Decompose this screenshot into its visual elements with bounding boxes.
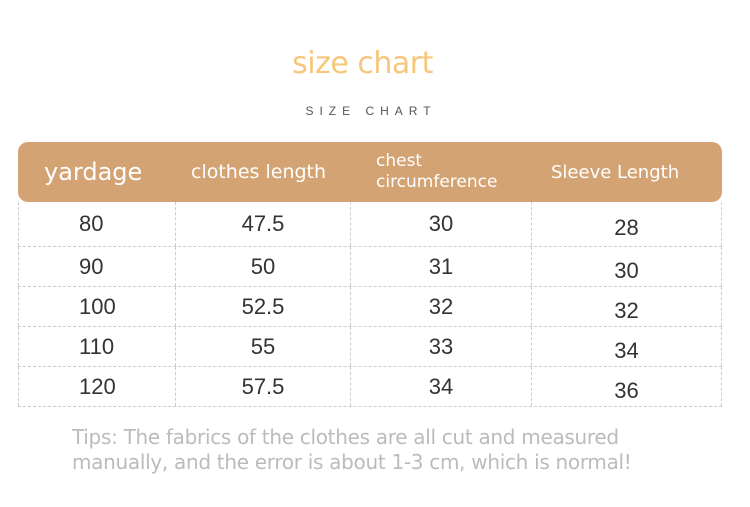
table-cell: 31 [350, 247, 531, 286]
table-cell: 90 [18, 247, 175, 286]
table-cell: 50 [175, 247, 350, 286]
table-cell: 110 [18, 327, 175, 366]
table-cell: 34 [350, 367, 531, 406]
tips-line: Tips: The fabrics of the clothes are all… [72, 425, 619, 449]
table-cell: 33 [350, 327, 531, 366]
table-row: 80 47.5 30 28 [18, 202, 722, 247]
page-subtitle: SIZE CHART [305, 104, 437, 118]
table-cell: 32 [350, 287, 531, 326]
table-header: yardage clothes length chest circumferen… [18, 142, 722, 202]
table-cell: 28 [531, 202, 722, 246]
column-header: Sleeve Length [551, 161, 680, 183]
table-cell: 30 [531, 247, 722, 286]
table-cell: 100 [18, 287, 175, 326]
table-row: 100 52.5 32 32 [18, 287, 722, 327]
tips-note: Tips: The fabrics of the clothes are all… [72, 425, 632, 475]
table-cell: 57.5 [175, 367, 350, 406]
table-cell: 36 [531, 367, 722, 406]
table-cell: 55 [175, 327, 350, 366]
column-header: clothes length [191, 161, 327, 183]
column-header: yardage [44, 158, 143, 186]
table-cell: 34 [531, 327, 722, 366]
table-cell: 32 [531, 287, 722, 326]
tips-line: manually, and the error is about 1-3 cm,… [72, 450, 632, 474]
table-cell: 52.5 [175, 287, 350, 326]
column-header: chest circumference [376, 151, 498, 192]
page-title: size chart [292, 46, 433, 81]
table-cell: 80 [18, 202, 175, 246]
table-cell: 120 [18, 367, 175, 406]
table-cell: 30 [350, 202, 531, 246]
table-row: 90 50 31 30 [18, 247, 722, 287]
table-cell: 47.5 [175, 202, 350, 246]
table-row: 110 55 33 34 [18, 327, 722, 367]
size-table: yardage clothes length chest circumferen… [18, 142, 722, 407]
table-row: 120 57.5 34 36 [18, 367, 722, 407]
